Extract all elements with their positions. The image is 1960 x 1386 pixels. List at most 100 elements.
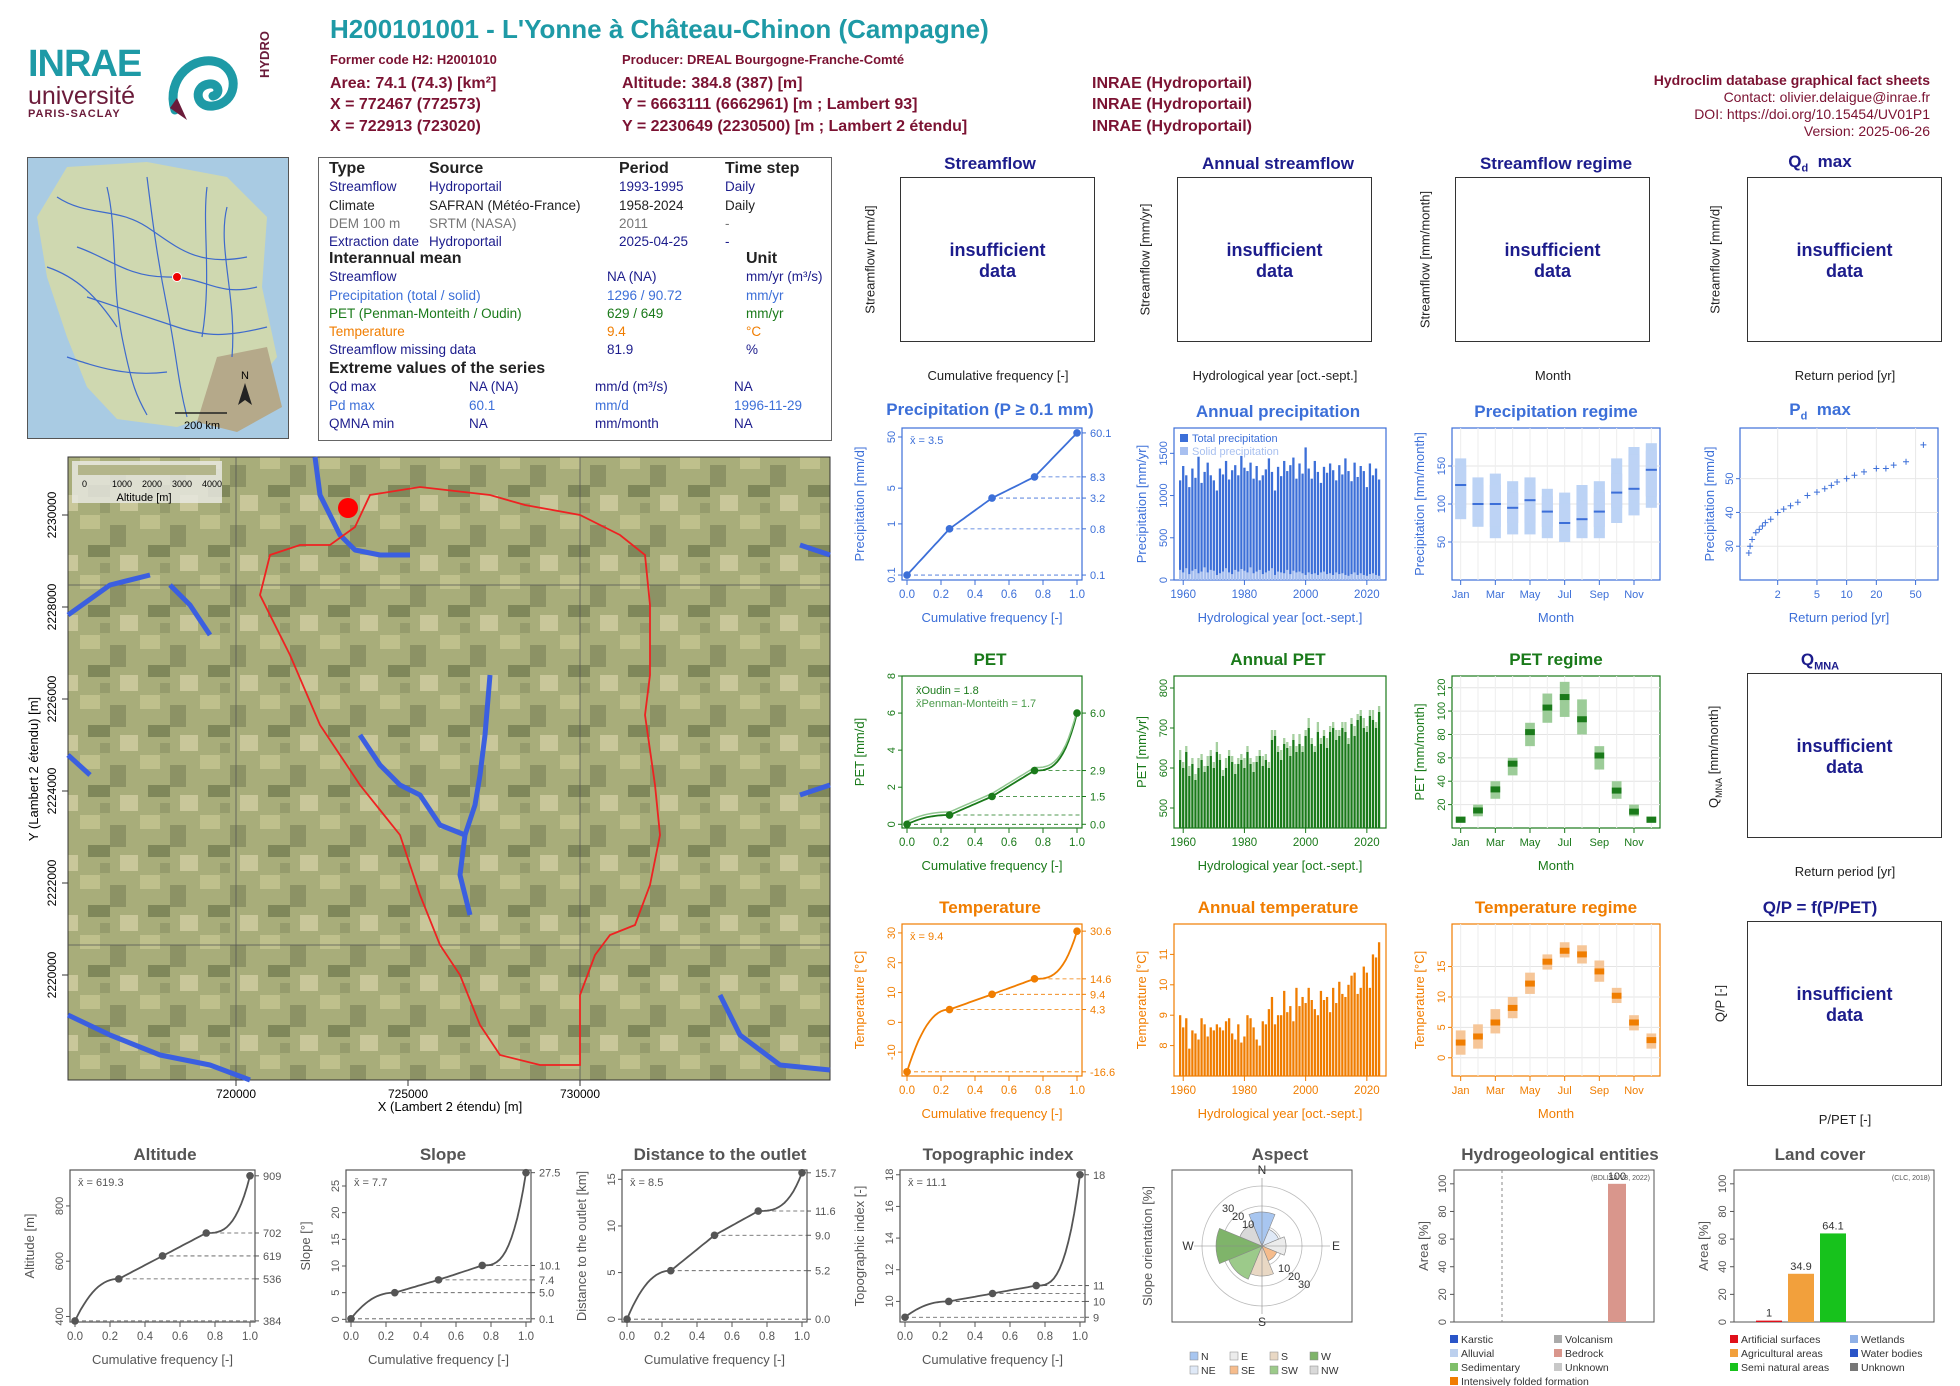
x-tick-label: 2000 xyxy=(1293,837,1319,849)
annual-bar xyxy=(1347,984,1350,1076)
quantile-label: 8.3 xyxy=(1090,472,1105,484)
quantile-point xyxy=(710,1231,719,1240)
pm-bar xyxy=(1206,756,1209,766)
y-tick-label: 12 xyxy=(884,1264,896,1276)
y-tick-label: 20 xyxy=(886,957,898,969)
distance-cdf-chart: Distance to the outlet [km] Cumulative fr… xyxy=(574,1168,836,1367)
map-legend-tick: 4000 xyxy=(202,479,222,489)
legend-label: Unknown xyxy=(1861,1362,1905,1374)
annual-bar xyxy=(1338,465,1341,580)
x-tick-label: 0.6 xyxy=(1001,589,1017,601)
x-tick-label: 0.4 xyxy=(689,1331,706,1343)
x-tick-label: 1960 xyxy=(1170,589,1196,601)
source-2: INRAE (Hydroportail) xyxy=(1092,96,1252,113)
x-tick-label: Sep xyxy=(1590,837,1610,849)
annual-bar xyxy=(1341,993,1344,1076)
pm-bar xyxy=(1224,758,1228,768)
annual-bar xyxy=(1319,744,1323,828)
y-tick-label: 40 xyxy=(1436,775,1448,787)
solid-bar xyxy=(1188,574,1191,580)
annual-bar xyxy=(1353,972,1356,1076)
x-tick-label: 0.6 xyxy=(448,1331,464,1343)
y-tick-label: 50 xyxy=(886,431,898,443)
y-tick-label: 14 xyxy=(884,1232,896,1244)
quantile-point xyxy=(1030,975,1039,983)
legend-swatch xyxy=(1554,1349,1562,1357)
y-tick-label: 1 xyxy=(886,521,898,527)
annual-bar xyxy=(1322,1000,1326,1076)
annual-bar xyxy=(1307,987,1310,1076)
cdf-curve xyxy=(350,1172,527,1320)
annual-bar xyxy=(1197,456,1200,580)
annual-bar xyxy=(1218,760,1222,828)
annual-bar xyxy=(1224,1021,1228,1076)
solid-bar xyxy=(1240,569,1243,580)
pm-bar xyxy=(1344,722,1347,732)
map-xtick-label: 720000 xyxy=(216,1087,256,1101)
mean-unit: °C xyxy=(746,324,762,340)
map-ytick-label: 2230000 xyxy=(45,491,59,538)
x-tick-label: 1960 xyxy=(1170,837,1196,849)
box-median xyxy=(1455,816,1466,823)
quantile-point xyxy=(944,1297,953,1306)
area: Area: 74.1 (74.3) [km²] xyxy=(330,75,497,92)
cdf-curve-2 xyxy=(906,709,1078,822)
pm-bar xyxy=(1325,738,1329,748)
annual-bar xyxy=(1224,768,1228,828)
pm-bar xyxy=(1264,754,1267,760)
scatter-point xyxy=(1821,485,1828,492)
solid-bar xyxy=(1371,573,1375,580)
x-tick-label: 2 xyxy=(1775,589,1781,601)
y-tick-label: 15 xyxy=(330,1233,342,1245)
y-tick-label: 1000 xyxy=(1158,483,1170,507)
legend-swatch xyxy=(1309,1365,1319,1375)
annual-bar xyxy=(1182,1027,1185,1076)
x-tick-label: 0.8 xyxy=(759,1331,775,1343)
y-tick-label: 60 xyxy=(1717,1233,1729,1245)
annual-temp-chart: Temperature [°C] Hydrological year [oct.-… xyxy=(1134,923,1387,1121)
box-median xyxy=(1577,716,1587,723)
x-tick-label: 2000 xyxy=(1293,1085,1319,1097)
annual-bar xyxy=(1301,752,1304,828)
annual-bar xyxy=(1350,481,1353,580)
x-tick-label: 0.2 xyxy=(933,589,949,601)
y-tick-label: 50 xyxy=(1724,473,1736,485)
title-aspect: Aspect xyxy=(1251,1145,1309,1164)
scatter-point xyxy=(1749,536,1756,543)
box-median xyxy=(1629,808,1639,815)
pm-bar xyxy=(1191,758,1194,764)
ext-label: QMNA min xyxy=(329,415,395,431)
annual-bar xyxy=(1194,477,1197,580)
annual-bar xyxy=(1353,736,1356,828)
scatter-point xyxy=(1747,543,1754,550)
solid-bar xyxy=(1191,570,1194,580)
x-axis-label: Month xyxy=(1538,858,1574,873)
y-axis-label: Area [%] xyxy=(1416,1221,1431,1271)
pm-bar xyxy=(1227,750,1231,756)
x-lambert2: X = 722913 (723020) xyxy=(330,118,481,135)
x-tick-label: 0.8 xyxy=(1037,1331,1053,1343)
bar-value-label: 34.9 xyxy=(1790,1261,1811,1273)
x-axis-label: Hydrological year [oct.-sept.] xyxy=(1198,858,1363,873)
solid-bar xyxy=(1270,568,1274,580)
inset-map: N 200 km xyxy=(27,157,289,439)
legend-label: Solid precipitation xyxy=(1192,446,1279,458)
annual-bar xyxy=(1249,1018,1252,1076)
annual-bar xyxy=(1209,756,1212,828)
annual-bar xyxy=(1200,1018,1203,1076)
quantile-label: 10.1 xyxy=(539,1260,560,1272)
quantile-point xyxy=(903,820,911,829)
annual-bar xyxy=(1283,744,1286,828)
annual-bar xyxy=(1304,1003,1307,1076)
quantile-point xyxy=(798,1168,806,1177)
y-tick-label: 1500 xyxy=(1158,441,1170,465)
annual-streamflow-xlabel: Hydrological year [oct.-sept.] xyxy=(1192,368,1358,383)
x-tick-label: 0.6 xyxy=(172,1331,188,1343)
title-distance: Distance to the outlet xyxy=(633,1145,807,1164)
legend-swatch xyxy=(1554,1335,1562,1343)
annual-bar xyxy=(1182,466,1185,580)
annual-bar xyxy=(1319,482,1323,580)
x-tick-label: 0.2 xyxy=(378,1331,394,1343)
title-temp: Temperature xyxy=(939,898,1041,917)
